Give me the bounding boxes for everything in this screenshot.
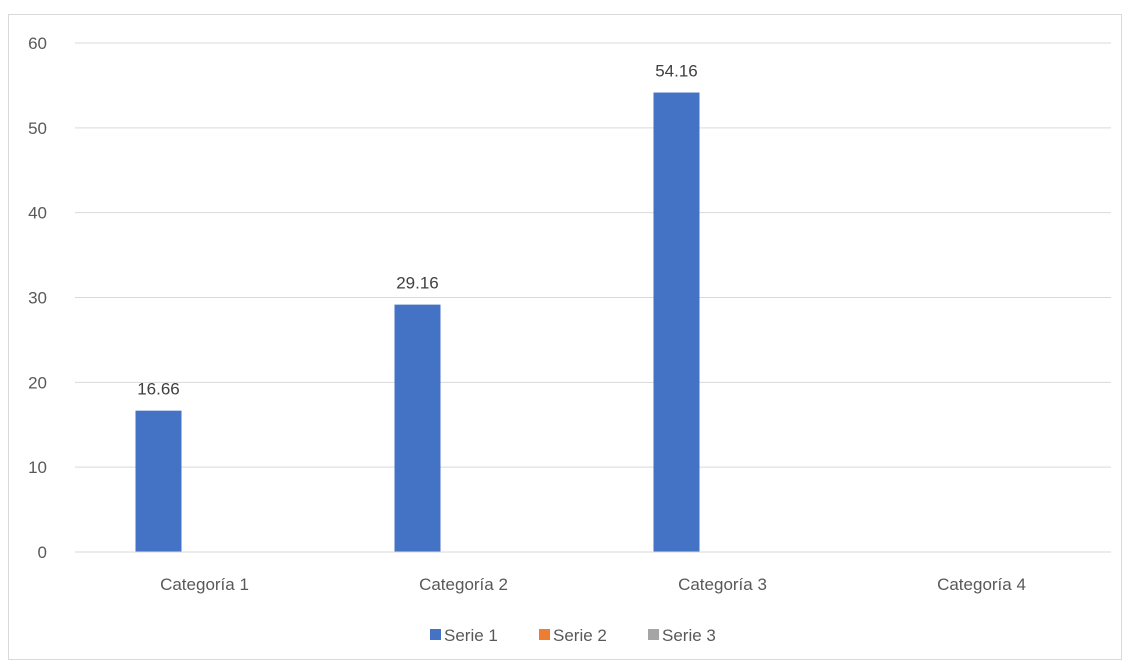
- bar-1-category-2: [394, 304, 441, 552]
- bar-1-category-1: [135, 410, 182, 552]
- x-tick-categoria-4: Categoría 4: [937, 575, 1026, 594]
- legend-swatch-serie-2: [539, 629, 550, 640]
- gridlines: [75, 42, 1111, 468]
- y-tick-50: 50: [28, 119, 47, 138]
- y-tick-40: 40: [28, 204, 47, 223]
- y-tick-30: 30: [28, 289, 47, 308]
- x-axis-tick-labels: Categoría 1 Categoría 2 Categoría 3 Cate…: [160, 575, 1026, 594]
- y-tick-60: 60: [28, 34, 47, 53]
- legend-swatch-serie-1: [430, 629, 441, 640]
- x-tick-categoria-2: Categoría 2: [419, 575, 508, 594]
- legend-label-serie-1: Serie 1: [444, 626, 498, 645]
- y-axis-tick-labels: 0 10 20 30 40 50 60: [28, 34, 47, 562]
- bar-1-category-3: [653, 92, 700, 552]
- legend: Serie 1 Serie 2 Serie 3: [430, 626, 716, 645]
- x-tick-categoria-1: Categoría 1: [160, 575, 249, 594]
- legend-label-serie-2: Serie 2: [553, 626, 607, 645]
- y-tick-0: 0: [38, 543, 47, 562]
- y-tick-20: 20: [28, 373, 47, 392]
- data-label-categoria-3: 54.16: [655, 62, 698, 81]
- data-label-categoria-1: 16.66: [137, 380, 180, 399]
- bars: [135, 92, 700, 552]
- data-labels: 16.66 29.16 54.16: [137, 62, 698, 399]
- data-label-categoria-2: 29.16: [396, 274, 439, 293]
- legend-label-serie-3: Serie 3: [662, 626, 716, 645]
- y-tick-10: 10: [28, 458, 47, 477]
- legend-swatch-serie-3: [648, 629, 659, 640]
- x-tick-categoria-3: Categoría 3: [678, 575, 767, 594]
